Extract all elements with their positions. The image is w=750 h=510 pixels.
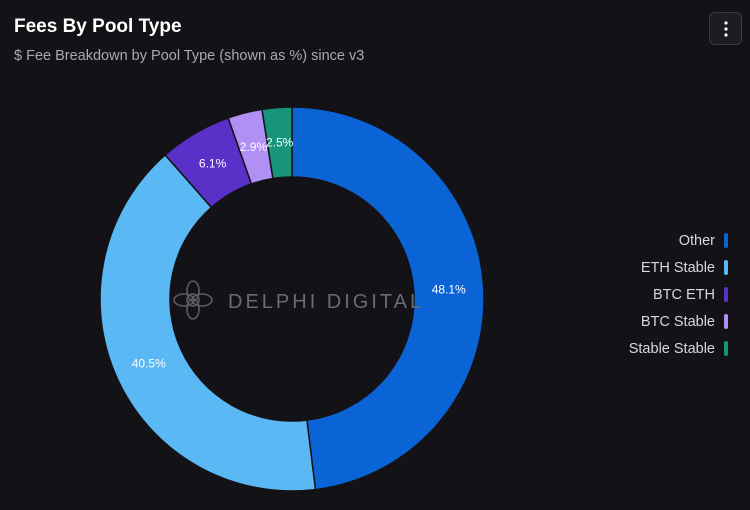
slice-stable-stable[interactable]	[261, 106, 293, 180]
slice-other[interactable]	[291, 106, 485, 491]
legend-swatch	[724, 314, 728, 329]
vertical-ellipsis-icon	[723, 20, 728, 37]
legend-swatch	[724, 341, 728, 356]
legend-item-other[interactable]: Other	[679, 232, 728, 249]
watermark-text: DELPHI DIGITAL	[228, 291, 424, 313]
legend-item-btc-eth[interactable]: BTC ETH	[653, 286, 728, 303]
legend-item-eth-stable[interactable]: ETH Stable	[641, 259, 728, 276]
chart-title: Fees By Pool Type	[14, 16, 182, 37]
slice-eth-stable[interactable]	[99, 153, 317, 492]
donut-slices	[99, 106, 485, 492]
legend-swatch	[724, 233, 728, 248]
chart-menu-button[interactable]	[709, 12, 742, 45]
legend-label: Stable Stable	[628, 340, 715, 357]
slice-label-stable-stable: 2.5%	[266, 135, 294, 149]
slice-labels: 48.1% 40.5% 6.1% 2.9%2.5%	[132, 135, 466, 370]
legend-label: BTC Stable	[640, 313, 715, 330]
slice-label-other: 48.1%	[432, 282, 466, 296]
slice-label-btc-eth: 6.1%	[199, 157, 227, 171]
legend-item-stable-stable[interactable]: Stable Stable	[629, 340, 728, 357]
chart-subtitle: $ Fee Breakdown by Pool Type (shown as %…	[14, 48, 365, 64]
legend-label: BTC ETH	[652, 286, 715, 303]
slice-label-eth-stable: 40.5%	[132, 356, 166, 370]
delphi-logo-icon	[173, 280, 213, 320]
watermark: DELPHI DIGITAL	[173, 280, 424, 320]
legend-item-btc-stable[interactable]: BTC Stable	[641, 313, 728, 330]
legend-label: Other	[678, 232, 715, 249]
chart-legend: Other ETH Stable BTC ETH BTC Stable Stable S…	[629, 232, 728, 357]
legend-swatch	[724, 287, 728, 302]
legend-swatch	[724, 260, 728, 275]
legend-label: ETH Stable	[640, 259, 715, 276]
slice-label-btc-stable: 2.9%	[240, 140, 268, 154]
